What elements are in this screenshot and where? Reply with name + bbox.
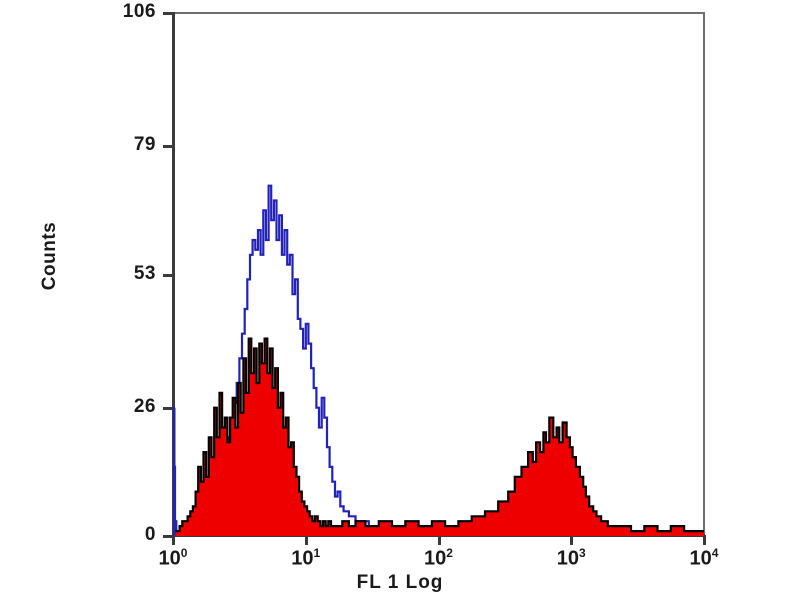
histogram-fill-stained-black-outline <box>173 338 704 536</box>
x-tick-label: 102 <box>424 546 453 570</box>
y-tick-label-text: 106 <box>122 1 156 22</box>
x-tick-label: 104 <box>689 546 719 570</box>
y-tick-mark <box>163 406 174 410</box>
x-tick-mark <box>172 535 175 545</box>
y-tick-label: 53 <box>108 263 156 285</box>
x-tick-mark <box>437 535 441 545</box>
y-tick-label: 26 <box>108 396 156 418</box>
y-tick-mark <box>163 12 174 15</box>
x-tick-label: 100 <box>158 546 188 570</box>
x-tick-mark <box>304 535 308 545</box>
x-axis-title: FL 1 Log <box>356 572 444 593</box>
y-tick-label: 106 <box>108 1 156 23</box>
x-tick-mark <box>703 535 706 545</box>
x-tick-label: 103 <box>556 546 586 570</box>
histogram-plot <box>173 184 704 536</box>
histogram-trace-stained-black-outline <box>173 337 704 533</box>
y-tick-label-text: 26 <box>133 395 156 417</box>
y-tick-label: 0 <box>108 524 156 546</box>
y-tick-label-text: 79 <box>133 134 156 156</box>
y-tick-label: 79 <box>108 134 156 156</box>
y-tick-label-text: 53 <box>133 262 156 284</box>
y-tick-mark <box>163 535 174 538</box>
x-tick-mark <box>570 535 574 545</box>
y-tick-label-text: 0 <box>144 524 156 545</box>
plot-frame-right <box>703 12 705 537</box>
x-tick-label: 101 <box>291 546 321 570</box>
plot-frame-top <box>172 12 705 14</box>
y-tick-mark <box>163 273 174 277</box>
y-tick-mark <box>163 145 174 149</box>
y-axis-title: Counts <box>39 221 60 291</box>
